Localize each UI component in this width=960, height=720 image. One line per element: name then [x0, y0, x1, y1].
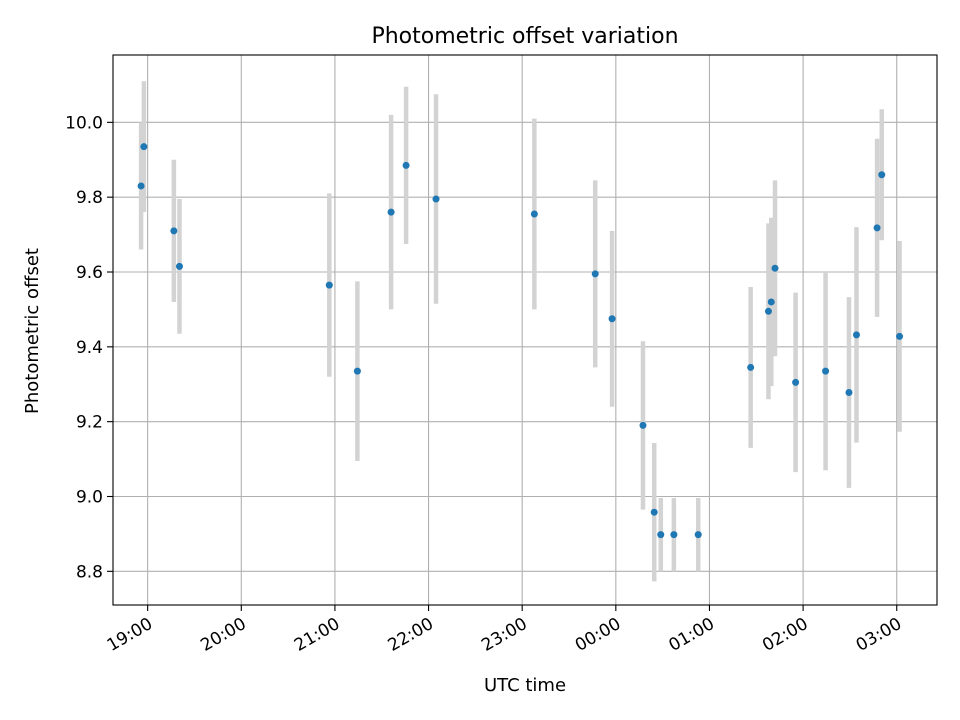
data-points [137, 143, 904, 539]
data-point [175, 262, 183, 270]
data-point [694, 531, 702, 539]
data-point [771, 264, 779, 272]
data-point [402, 161, 410, 169]
axis-ticks: 19:00 20:00 21:00 22:00 23:00 00:00 01:00 02:00… [65, 113, 905, 655]
x-tick-label: 00:00 [572, 614, 624, 656]
data-point [140, 143, 148, 151]
y-tick-label: 9.0 [76, 487, 103, 507]
y-tick-label: 8.8 [76, 562, 103, 582]
y-tick-label: 10.0 [65, 113, 103, 133]
data-point [591, 270, 599, 278]
x-tick-label: 21:00 [291, 614, 343, 656]
data-point [170, 227, 178, 235]
data-point [657, 531, 665, 539]
data-point [137, 182, 145, 190]
data-point [845, 388, 853, 396]
x-tick-label: 20:00 [197, 614, 249, 656]
data-point [432, 195, 440, 203]
data-point [878, 171, 886, 179]
y-tick-label: 9.4 [76, 338, 103, 358]
data-point [650, 508, 658, 516]
errorbars [138, 81, 902, 582]
data-point [608, 315, 616, 323]
x-tick-label: 23:00 [478, 614, 530, 656]
y-tick-label: 9.6 [76, 263, 103, 283]
data-point [873, 224, 881, 232]
data-point [747, 363, 755, 371]
data-point [387, 208, 395, 216]
data-point [764, 307, 772, 315]
x-tick-label: 03:00 [853, 614, 905, 656]
x-tick-label: 19:00 [104, 614, 156, 656]
grid [113, 55, 937, 605]
data-point [530, 210, 538, 218]
y-tick-label: 9.2 [76, 413, 103, 433]
data-point [670, 531, 678, 539]
data-point [852, 331, 860, 339]
data-point [353, 367, 361, 375]
y-axis-label: Photometric offset [22, 248, 43, 414]
plot-frame [112, 54, 938, 606]
data-point [767, 298, 775, 306]
data-point [639, 421, 647, 429]
data-point [792, 378, 800, 386]
x-axis-label: UTC time [484, 675, 566, 696]
data-point [896, 332, 904, 340]
data-point [822, 367, 830, 375]
y-tick-label: 9.8 [76, 188, 103, 208]
x-tick-label: 02:00 [759, 614, 811, 656]
x-tick-label: 01:00 [666, 614, 718, 656]
chart-title: Photometric offset variation [371, 24, 678, 49]
x-tick-label: 22:00 [385, 614, 437, 656]
data-point [325, 281, 333, 289]
